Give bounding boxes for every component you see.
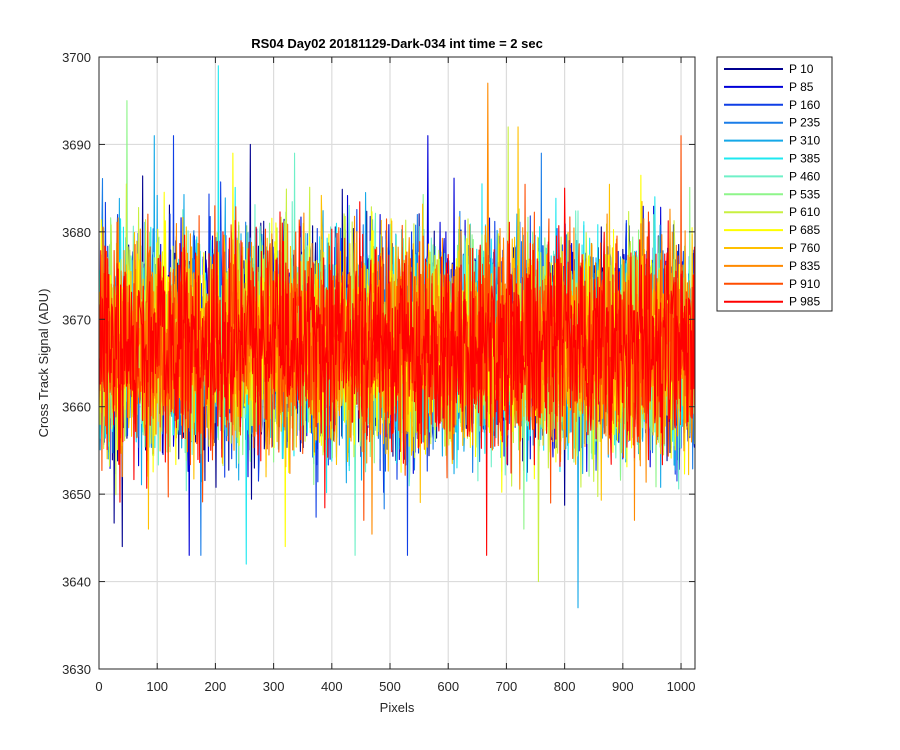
y-tick-label: 3700 (62, 50, 91, 65)
x-tick-label: 900 (612, 679, 634, 694)
x-axis-label: Pixels (380, 700, 415, 715)
y-tick-label: 3680 (62, 225, 91, 240)
legend: P 10 P 85 P 160 P 235 P 310 P 385 P 460 P 535 P … (716, 56, 833, 312)
y-axis-label: Cross Track Signal (ADU) (36, 289, 51, 438)
x-tick-label: 700 (496, 679, 518, 694)
legend-label: P 985 (789, 295, 820, 309)
series-line-p985 (99, 187, 695, 556)
legend-label: P 235 (789, 116, 820, 130)
y-tick-label: 3670 (62, 312, 91, 327)
x-tick-label: 600 (437, 679, 459, 694)
legend-label: P 385 (789, 152, 820, 166)
tick-labels: 0 100 200 300 400 500 600 700 800 900 1000 3630 3640… (62, 50, 695, 694)
x-tick-label: 1000 (667, 679, 696, 694)
chart-title: RS04 Day02 20181129-Dark-034 int time = … (251, 36, 543, 51)
legend-label: P 10 (789, 62, 814, 76)
x-tick-label: 800 (554, 679, 576, 694)
y-tick-label: 3650 (62, 487, 91, 502)
ticks (98, 56, 695, 670)
legend-box (716, 56, 833, 312)
x-tick-label: 300 (263, 679, 285, 694)
x-tick-label: 500 (379, 679, 401, 694)
series-layer (99, 65, 695, 609)
x-tick-label: 0 (95, 679, 102, 694)
legend-label: P 610 (789, 205, 820, 219)
legend-label: P 835 (789, 259, 820, 273)
y-tick-label: 3630 (62, 662, 91, 677)
legend-label: P 910 (789, 277, 820, 291)
legend-label: P 760 (789, 241, 820, 255)
legend-label: P 160 (789, 98, 820, 112)
y-tick-label: 3640 (62, 575, 91, 590)
legend-label: P 535 (789, 187, 820, 201)
plot-frame (98, 56, 696, 670)
x-tick-label: 400 (321, 679, 343, 694)
legend-label: P 460 (789, 169, 820, 183)
legend-label: P 310 (789, 134, 820, 148)
legend-label: P 85 (789, 80, 814, 94)
x-tick-label: 100 (146, 679, 168, 694)
y-tick-label: 3660 (62, 400, 91, 415)
y-tick-label: 3690 (62, 137, 91, 152)
x-tick-label: 200 (205, 679, 227, 694)
legend-label: P 685 (789, 223, 820, 237)
